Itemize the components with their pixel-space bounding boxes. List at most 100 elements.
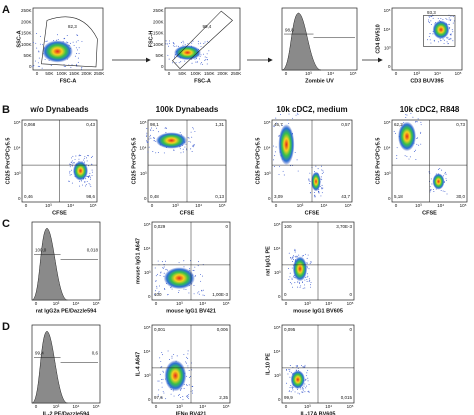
event-dot — [442, 190, 444, 192]
event-dot — [307, 390, 309, 392]
event-dot — [321, 184, 323, 186]
event-dot — [161, 261, 163, 263]
x-tick-label: 250K — [231, 71, 242, 76]
event-dot — [195, 61, 197, 63]
event-dot — [298, 254, 300, 256]
event-dot — [157, 273, 158, 275]
event-dot — [204, 56, 206, 58]
event-dot — [187, 43, 189, 45]
event-dot — [450, 15, 452, 17]
event-dot — [80, 155, 82, 156]
event-dot — [304, 366, 306, 368]
event-dot — [291, 277, 293, 279]
x-tick-label: 10³ — [304, 301, 311, 306]
event-dot — [37, 62, 39, 64]
event-dot — [73, 162, 75, 164]
event-dot — [38, 50, 40, 52]
x-axis-label: mouse IgG1 BV421 — [166, 308, 216, 314]
event-dot — [179, 389, 181, 391]
event-dot — [291, 283, 293, 285]
event-dot — [89, 178, 91, 180]
event-dot — [322, 170, 324, 172]
event-dot — [200, 63, 202, 65]
x-tick-label: 150K — [69, 71, 80, 76]
event-dot — [182, 40, 184, 42]
plot: 99,4 0,6 IL-2 PE/Dazzle594 0 10³ 10⁴ 10⁵ — [31, 324, 101, 415]
event-dot — [188, 141, 190, 142]
y-tick-label: 0 — [278, 294, 281, 299]
gate-label: 1,00E-3 — [212, 292, 228, 297]
event-dot — [91, 155, 93, 157]
event-dot — [429, 191, 431, 193]
event-dot — [88, 155, 89, 157]
x-tick-label: 200K — [217, 71, 228, 76]
density — [42, 40, 73, 63]
event-dot — [308, 391, 310, 393]
gate-label: 0,015 — [341, 395, 353, 400]
event-dot — [310, 261, 312, 263]
event-dot — [302, 282, 303, 283]
event-dot — [178, 290, 180, 292]
event-dot — [430, 178, 432, 180]
event-dot — [176, 355, 178, 357]
gate — [172, 10, 233, 70]
event-dot — [200, 280, 202, 282]
event-dot — [300, 285, 302, 287]
event-dot — [206, 53, 208, 55]
x-axis-label: IFNg BV421 — [176, 411, 207, 415]
event-dot — [73, 44, 75, 46]
event-dot — [194, 58, 196, 60]
event-dot — [32, 41, 34, 43]
event-dot — [308, 180, 310, 182]
event-dot — [74, 159, 76, 160]
event-dot — [87, 176, 89, 178]
event-dot — [164, 288, 166, 290]
y-tick-label: 100K — [21, 42, 32, 47]
x-tick-label: 10⁴ — [327, 71, 334, 76]
y-tick-label: 0 — [388, 196, 391, 201]
event-dot — [450, 37, 452, 39]
event-dot — [303, 366, 305, 368]
event-dot — [160, 360, 162, 362]
event-dot — [295, 365, 297, 367]
event-dot — [79, 185, 81, 187]
x-tick-label: 0 — [275, 203, 278, 208]
event-dot — [281, 124, 283, 126]
event-dot — [184, 60, 186, 62]
plot-frame — [391, 7, 463, 71]
event-dot — [282, 170, 284, 172]
event-dot — [305, 379, 307, 381]
event-dot — [303, 385, 305, 387]
event-dot — [428, 15, 430, 17]
gate-label: 1,31 — [215, 122, 224, 127]
event-dot — [178, 262, 180, 264]
event-dot — [318, 191, 320, 193]
event-dot — [71, 165, 73, 167]
x-tick-label: 10⁴ — [325, 404, 332, 409]
event-dot — [190, 131, 192, 133]
event-dot — [192, 128, 194, 130]
event-dot — [292, 387, 293, 389]
x-tick-label: 10³ — [413, 71, 420, 76]
gate-label: 98,6 — [86, 194, 95, 199]
event-dot — [161, 352, 163, 354]
event-dot — [445, 17, 447, 19]
gate-label: 98,8 — [285, 28, 294, 33]
event-dot — [183, 387, 185, 389]
event-dot — [148, 138, 150, 140]
event-dot — [77, 35, 79, 36]
event-dot — [160, 397, 162, 399]
event-dot — [310, 192, 311, 194]
event-dot — [412, 116, 414, 118]
x-tick-label: 0 — [151, 203, 154, 208]
event-dot — [173, 43, 174, 44]
event-dot — [199, 42, 201, 44]
x-tick-label: 0 — [155, 404, 158, 409]
event-dot — [77, 61, 79, 63]
event-dot — [290, 385, 292, 386]
event-dot — [149, 134, 151, 136]
event-dot — [206, 40, 208, 42]
event-dot — [188, 394, 190, 396]
